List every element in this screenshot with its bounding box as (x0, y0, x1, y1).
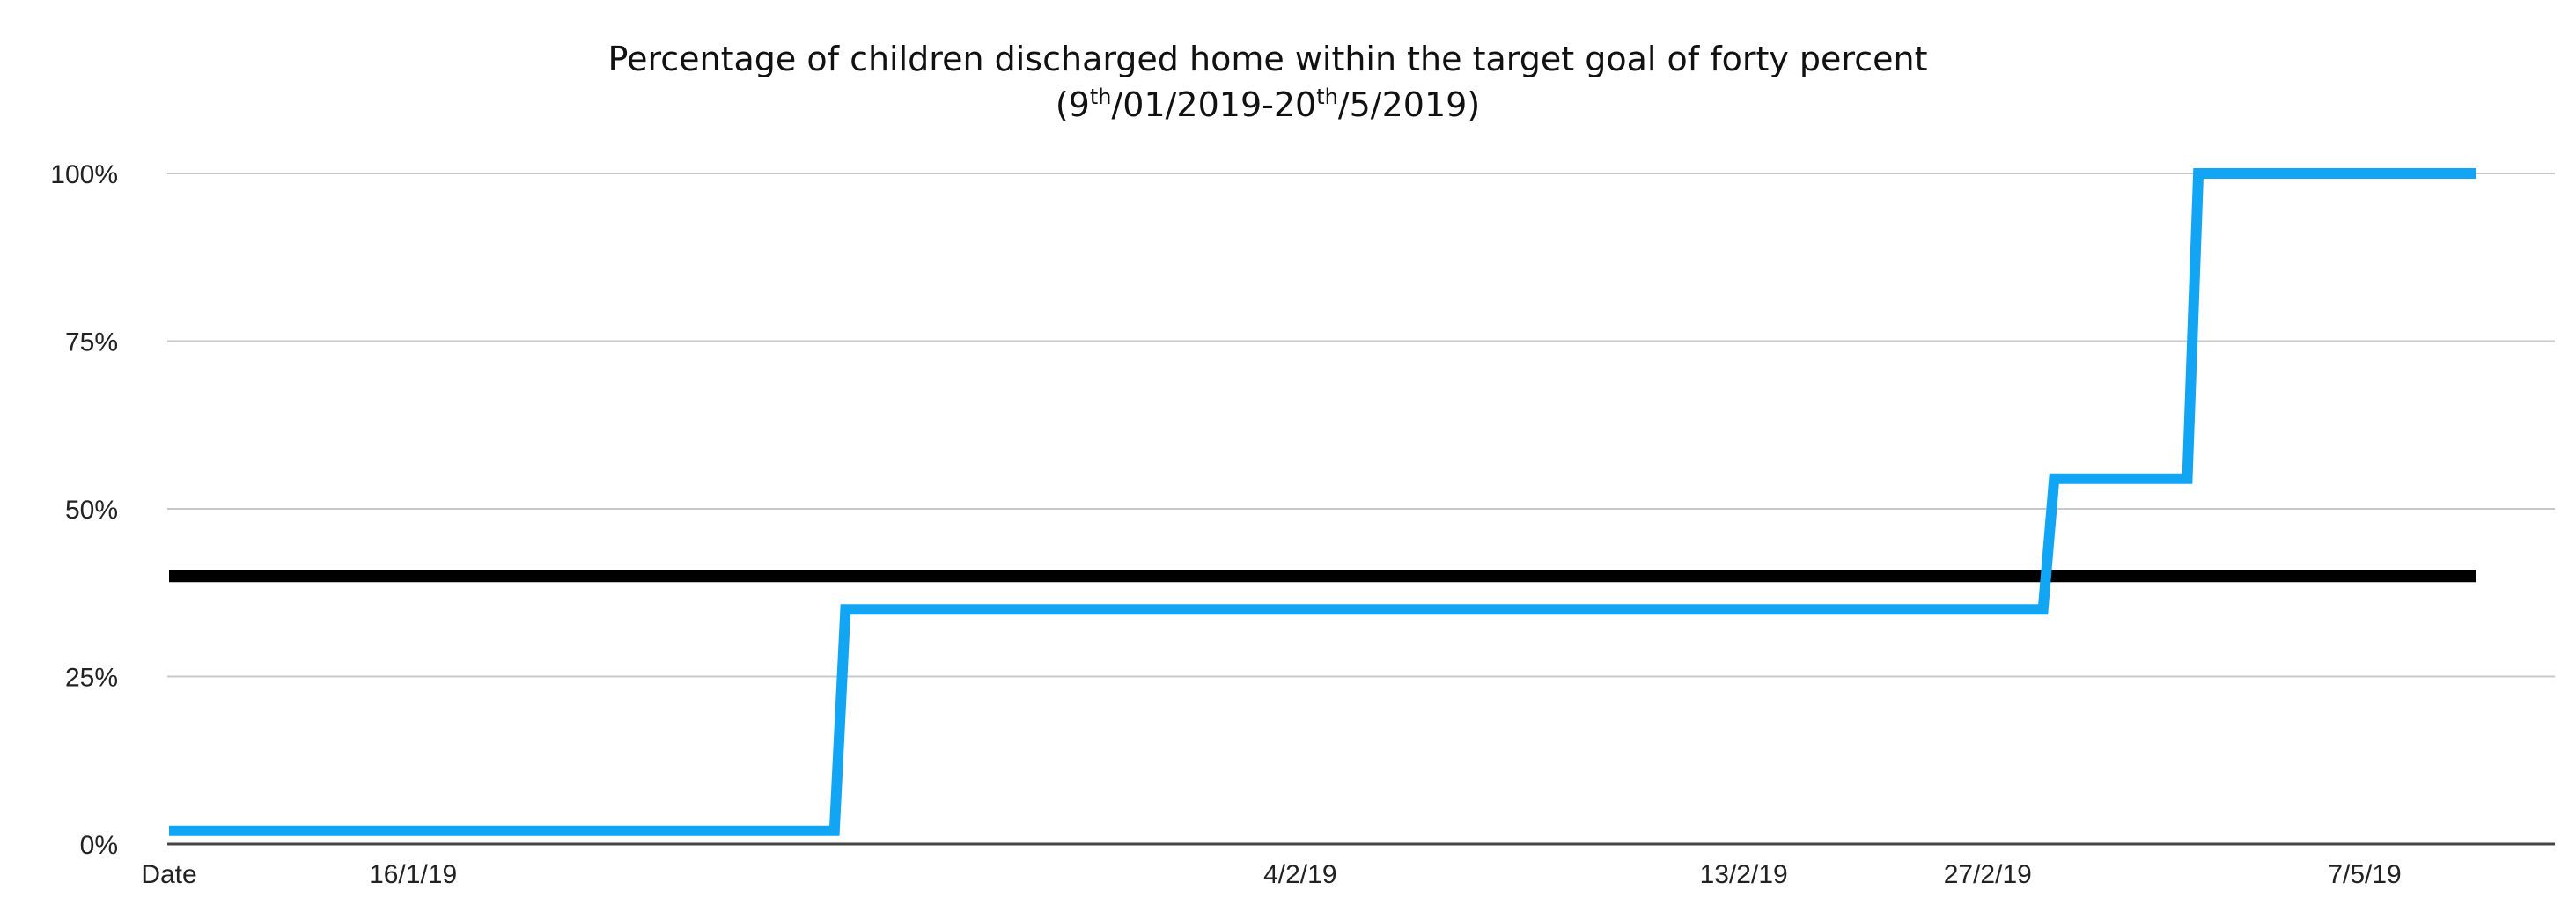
subtitle-part: /5/2019) (1338, 85, 1480, 124)
x-tick-label: 27/2/19 (1944, 860, 2032, 889)
x-tick-label: 16/1/19 (369, 860, 457, 889)
subtitle-sup: th (1090, 85, 1112, 109)
subtitle-part: /01/2019-20 (1111, 85, 1316, 124)
y-tick-label: 50% (65, 496, 118, 525)
x-tick-label: 13/2/19 (1700, 860, 1788, 889)
chart-subtitle: (9th/01/2019-20th/5/2019) (1056, 85, 1480, 124)
y-tick-label: 75% (65, 328, 118, 357)
subtitle-sup: th (1316, 85, 1338, 109)
series-group (169, 168, 2476, 836)
subtitle-part: (9 (1056, 85, 1090, 124)
x-tick-label: 4/2/19 (1263, 860, 1336, 889)
y-axis: 0% 25% 50% 75% 100% (50, 160, 118, 860)
series-line (169, 168, 2476, 836)
grid (167, 173, 2555, 846)
x-tick-label: 7/5/19 (2328, 860, 2401, 889)
y-tick-label: 0% (80, 831, 118, 860)
y-tick-label: 25% (65, 664, 118, 693)
y-tick-label: 100% (50, 160, 118, 189)
x-axis: Date 16/1/19 4/2/19 13/2/19 27/2/19 7/5/19 (141, 860, 2401, 889)
chart-title: Percentage of children discharged home w… (608, 40, 1928, 78)
x-tick-label: Date (141, 860, 196, 889)
